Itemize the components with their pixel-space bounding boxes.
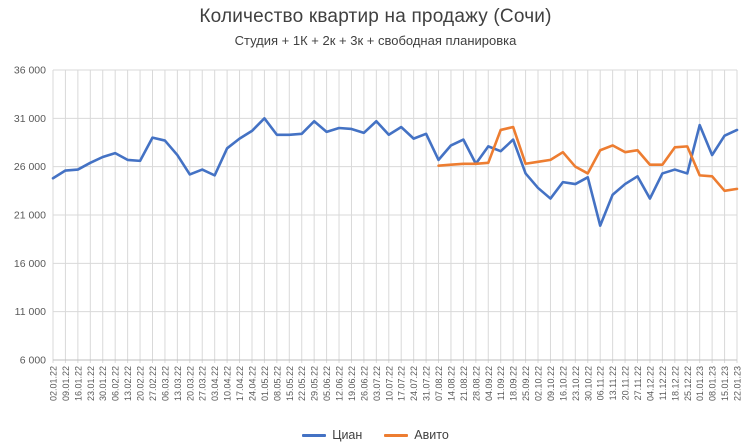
x-tick-label: 14.08.22 — [446, 366, 456, 401]
legend: Циан Авито — [0, 428, 751, 442]
x-tick-label: 04.09.22 — [484, 366, 494, 401]
x-tick-label: 24.04.22 — [247, 366, 257, 401]
y-tick-label: 16 000 — [14, 258, 46, 270]
x-tick-label: 13.03.22 — [173, 366, 183, 401]
x-tick-label: 23.10.22 — [571, 366, 581, 401]
x-tick-label: 20.02.22 — [136, 366, 146, 401]
x-tick-label: 06.11.22 — [596, 366, 606, 400]
x-tick-label: 05.06.22 — [322, 366, 332, 401]
legend-item-avito: Авито — [384, 428, 449, 442]
gridlines — [52, 69, 738, 363]
x-tick-label: 31.07.22 — [422, 366, 432, 401]
x-tick-label: 03.07.22 — [372, 366, 382, 401]
x-tick-label: 10.04.22 — [223, 366, 233, 401]
x-tick-label: 06.03.22 — [160, 366, 170, 401]
x-tick-label: 08.05.22 — [272, 366, 282, 401]
x-tick-label: 10.07.22 — [384, 366, 394, 401]
x-tick-label: 11.09.22 — [496, 366, 506, 400]
x-tick-label: 19.06.22 — [347, 366, 357, 401]
legend-label-cian: Циан — [332, 428, 363, 442]
y-tick-label: 21 000 — [14, 210, 46, 222]
x-tick-label: 18.09.22 — [509, 366, 519, 401]
x-tick-label: 01.05.22 — [260, 366, 270, 401]
y-axis-labels: 36 000 31 000 26 000 21 000 16 000 11 000 6 00… — [14, 65, 46, 367]
x-tick-label: 20.11.22 — [621, 366, 631, 400]
x-tick-label: 09.10.22 — [546, 366, 556, 401]
x-tick-label: 16.01.22 — [73, 366, 83, 401]
x-tick-label: 21.08.22 — [459, 366, 469, 401]
x-tick-label: 18.12.22 — [670, 366, 680, 401]
x-axis-labels: 02.01.22 09.01.22 16.01.22 23.01.22 30.01.22… — [49, 366, 743, 401]
x-tick-label: 27.02.22 — [148, 366, 158, 401]
x-tick-label: 09.01.22 — [61, 366, 71, 401]
legend-item-cian: Циан — [302, 428, 362, 442]
x-tick-label: 04.12.22 — [645, 366, 655, 401]
x-tick-label: 29.05.22 — [310, 366, 320, 401]
x-tick-label: 30.01.22 — [98, 366, 108, 401]
x-tick-label: 06.02.22 — [111, 366, 121, 401]
legend-label-avito: Авито — [414, 428, 449, 442]
x-tick-label: 17.04.22 — [235, 366, 245, 401]
x-tick-label: 26.06.22 — [359, 366, 369, 401]
series-line-avito — [437, 125, 739, 193]
x-tick-label: 27.03.22 — [198, 366, 208, 401]
y-tick-label: 36 000 — [14, 65, 46, 77]
avito-line-swatch — [384, 433, 409, 437]
x-tick-label: 13.02.22 — [123, 366, 133, 401]
x-tick-label: 02.01.22 — [49, 366, 59, 401]
x-tick-label: 03.04.22 — [210, 366, 220, 401]
y-tick-label: 31 000 — [14, 113, 46, 125]
cian-line-swatch — [302, 433, 327, 437]
x-tick-label: 24.07.22 — [409, 366, 419, 401]
x-tick-label: 17.07.22 — [397, 366, 407, 401]
y-tick-label: 26 000 — [14, 161, 46, 173]
chart-subtitle: Студия + 1К + 2к + 3к + свободная планир… — [234, 33, 517, 48]
x-tick-label: 30.10.22 — [583, 366, 593, 401]
x-tick-label: 23.01.22 — [86, 366, 96, 401]
y-tick-label: 6 000 — [20, 355, 46, 367]
x-tick-label: 22.01.23 — [733, 366, 743, 401]
x-tick-label: 16.10.22 — [558, 366, 568, 401]
x-tick-label: 15.01.23 — [720, 366, 730, 401]
x-tick-label: 25.12.22 — [683, 366, 693, 401]
x-tick-label: 20.03.22 — [185, 366, 195, 401]
x-tick-label: 28.08.22 — [471, 366, 481, 401]
x-tick-label: 08.01.23 — [708, 366, 718, 401]
x-tick-label: 25.09.22 — [521, 366, 531, 401]
x-tick-label: 01.01.23 — [695, 366, 705, 401]
x-tick-label: 11.12.22 — [658, 366, 668, 400]
x-tick-label: 07.08.22 — [434, 366, 444, 401]
series-line-cian — [51, 117, 739, 227]
y-tick-label: 11 000 — [15, 306, 46, 318]
x-tick-label: 12.06.22 — [335, 366, 345, 401]
x-tick-label: 27.11.22 — [633, 366, 643, 400]
chart-title: Количество квартир на продажу (Сочи) — [199, 6, 552, 27]
x-tick-label: 22.05.22 — [297, 366, 307, 401]
x-tick-label: 13.11.22 — [608, 366, 618, 400]
x-tick-label: 02.10.22 — [534, 366, 544, 401]
x-tick-label: 15.05.22 — [285, 366, 295, 401]
